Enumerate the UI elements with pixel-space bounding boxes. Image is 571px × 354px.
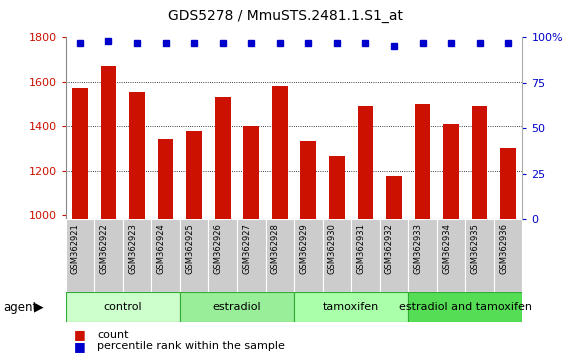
FancyBboxPatch shape (494, 219, 522, 292)
Bar (72, 88, 88, 354)
FancyBboxPatch shape (408, 292, 522, 322)
Bar (443, 124, 459, 354)
Bar (386, 176, 402, 354)
FancyBboxPatch shape (323, 219, 351, 292)
Text: GDS5278 / MmuSTS.2481.1.S1_at: GDS5278 / MmuSTS.2481.1.S1_at (168, 9, 403, 23)
Text: GSM362934: GSM362934 (442, 223, 451, 274)
FancyBboxPatch shape (408, 219, 437, 292)
Bar (472, 106, 488, 354)
Text: GSM362931: GSM362931 (356, 223, 365, 274)
Text: agent: agent (3, 301, 37, 314)
Bar (357, 106, 373, 354)
Text: tamoxifen: tamoxifen (323, 302, 379, 312)
Text: count: count (97, 330, 128, 339)
Text: GSM362925: GSM362925 (185, 223, 194, 274)
Text: ▶: ▶ (34, 301, 43, 314)
FancyBboxPatch shape (294, 292, 408, 322)
FancyBboxPatch shape (465, 219, 494, 292)
Bar (158, 139, 174, 354)
FancyBboxPatch shape (351, 219, 380, 292)
Text: control: control (103, 302, 142, 312)
FancyBboxPatch shape (266, 219, 294, 292)
Bar (100, 66, 116, 354)
Text: GSM362928: GSM362928 (271, 223, 280, 274)
Text: GSM362924: GSM362924 (156, 223, 166, 274)
Bar (415, 104, 431, 354)
Text: GSM362922: GSM362922 (99, 223, 108, 274)
FancyBboxPatch shape (437, 219, 465, 292)
Text: GSM362935: GSM362935 (471, 223, 480, 274)
Text: GSM362926: GSM362926 (214, 223, 223, 274)
Bar (500, 148, 516, 354)
Text: GSM362932: GSM362932 (385, 223, 394, 274)
Bar (329, 156, 345, 354)
FancyBboxPatch shape (180, 292, 294, 322)
Text: GSM362930: GSM362930 (328, 223, 337, 274)
FancyBboxPatch shape (151, 219, 180, 292)
FancyBboxPatch shape (294, 219, 323, 292)
FancyBboxPatch shape (208, 219, 237, 292)
FancyBboxPatch shape (123, 219, 151, 292)
Text: ■: ■ (74, 340, 86, 353)
Bar (243, 126, 259, 354)
Text: GSM362933: GSM362933 (413, 223, 423, 274)
Text: GSM362923: GSM362923 (128, 223, 137, 274)
Text: ■: ■ (74, 328, 86, 341)
Text: estradiol: estradiol (212, 302, 262, 312)
FancyBboxPatch shape (380, 219, 408, 292)
Bar (215, 97, 231, 354)
Bar (186, 131, 202, 354)
Bar (129, 92, 145, 354)
Text: GSM362929: GSM362929 (299, 223, 308, 274)
FancyBboxPatch shape (180, 219, 208, 292)
Bar (272, 86, 288, 354)
Text: GSM362927: GSM362927 (242, 223, 251, 274)
Text: GSM362921: GSM362921 (71, 223, 80, 274)
Bar (300, 141, 316, 354)
Text: percentile rank within the sample: percentile rank within the sample (97, 341, 285, 351)
FancyBboxPatch shape (66, 219, 94, 292)
FancyBboxPatch shape (94, 219, 123, 292)
Text: GSM362936: GSM362936 (499, 223, 508, 274)
FancyBboxPatch shape (237, 219, 266, 292)
Text: estradiol and tamoxifen: estradiol and tamoxifen (399, 302, 532, 312)
FancyBboxPatch shape (66, 292, 180, 322)
